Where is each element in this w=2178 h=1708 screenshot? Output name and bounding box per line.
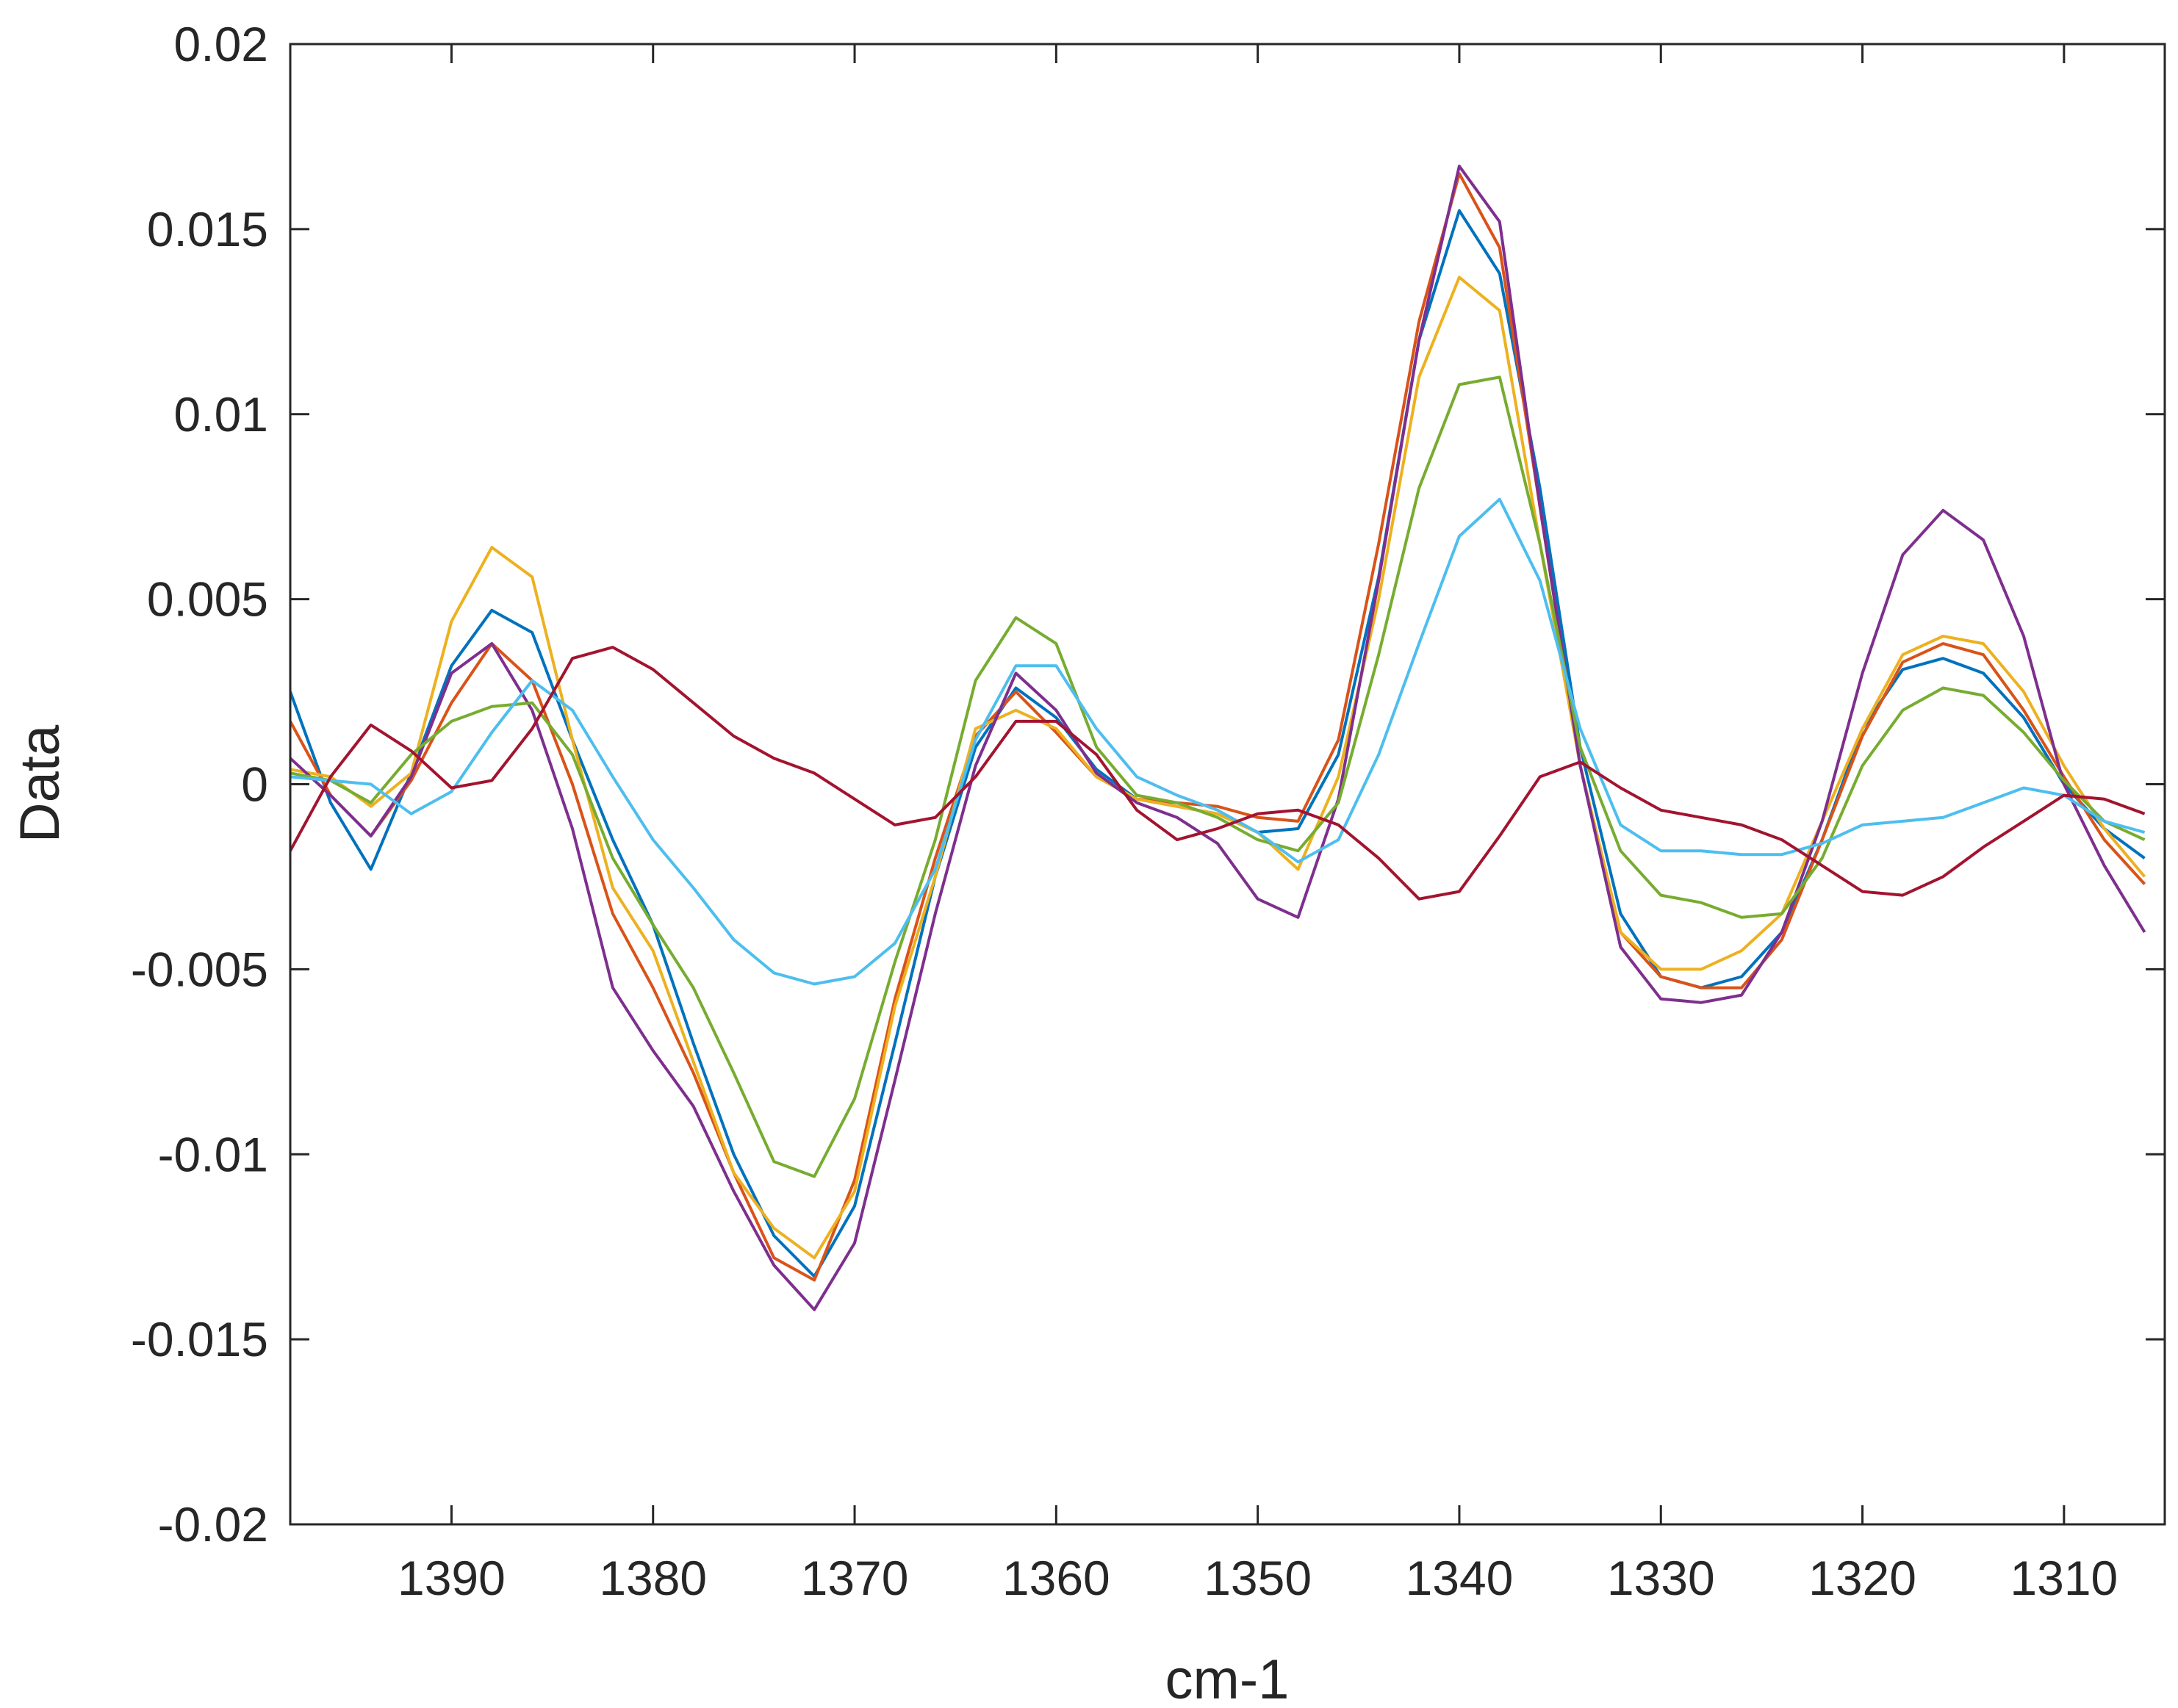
y-tick-label-3: -0.01	[158, 1127, 268, 1181]
x-tick-label-9: 1310	[2010, 1551, 2118, 1605]
x-tick-label-4: 1360	[1002, 1551, 1110, 1605]
x-tick-label-6: 1340	[1406, 1551, 1514, 1605]
y-tick-label-2: -0.015	[131, 1312, 268, 1366]
series-line-6	[290, 497, 2146, 986]
tick-layer: 1390 1380 1370 1360 1350 1340 1330 1320 1310 -0.0…	[131, 17, 2165, 1605]
x-tick-label-3: 1370	[801, 1551, 909, 1605]
x-tick-label-5: 1350	[1204, 1551, 1312, 1605]
series-layer	[290, 165, 2146, 1311]
series-line-5	[290, 375, 2146, 1178]
y-tick-label-8: 0.015	[147, 202, 268, 256]
y-tick-label-7: 0.01	[174, 387, 268, 442]
x-tick-label-2: 1380	[599, 1551, 707, 1605]
y-tick-label-6: 0.005	[147, 572, 268, 627]
series-line-2	[290, 172, 2146, 1282]
x-tick-label-8: 1320	[1808, 1551, 1916, 1605]
x-tick-label-7: 1330	[1607, 1551, 1715, 1605]
y-tick-label-5: 0	[241, 757, 268, 812]
y-tick-label-9: 0.02	[174, 17, 268, 71]
y-tick-label-4: -0.005	[131, 942, 268, 996]
x-axis-title: cm-1	[1165, 1648, 1290, 1708]
series-line-3	[290, 275, 2146, 1260]
x-tick-label-1: 1390	[398, 1551, 506, 1605]
series-line-4	[290, 165, 2146, 1311]
plot-area	[290, 44, 2165, 1524]
series-line-7	[290, 646, 2146, 901]
y-tick-label-1: -0.02	[158, 1497, 268, 1552]
y-axis-title: Data	[9, 724, 71, 843]
